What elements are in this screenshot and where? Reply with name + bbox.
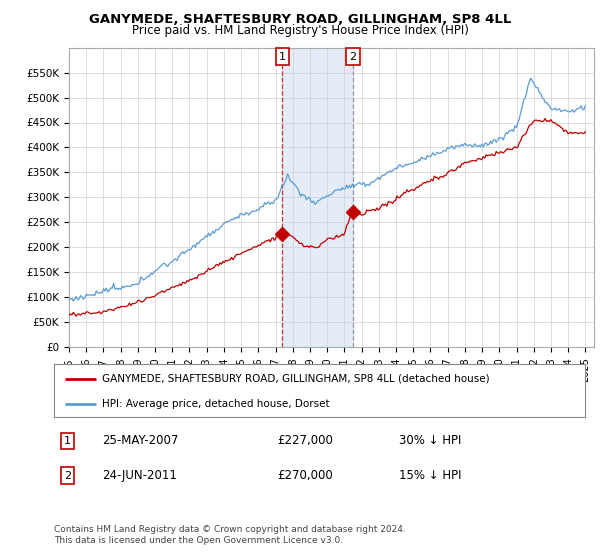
Text: 2: 2 xyxy=(349,52,356,62)
Text: £227,000: £227,000 xyxy=(277,434,333,447)
Text: £270,000: £270,000 xyxy=(277,469,333,482)
Bar xyxy=(283,48,353,347)
Text: Contains HM Land Registry data © Crown copyright and database right 2024.
This d: Contains HM Land Registry data © Crown c… xyxy=(54,525,406,545)
Text: Price paid vs. HM Land Registry's House Price Index (HPI): Price paid vs. HM Land Registry's House … xyxy=(131,24,469,37)
Text: 1: 1 xyxy=(64,436,71,446)
Text: GANYMEDE, SHAFTESBURY ROAD, GILLINGHAM, SP8 4LL: GANYMEDE, SHAFTESBURY ROAD, GILLINGHAM, … xyxy=(89,13,511,26)
Text: 24-JUN-2011: 24-JUN-2011 xyxy=(102,469,176,482)
Text: 30% ↓ HPI: 30% ↓ HPI xyxy=(399,434,461,447)
Text: 25-MAY-2007: 25-MAY-2007 xyxy=(102,434,178,447)
Text: 1: 1 xyxy=(279,52,286,62)
Text: HPI: Average price, detached house, Dorset: HPI: Average price, detached house, Dors… xyxy=(102,399,329,409)
Text: GANYMEDE, SHAFTESBURY ROAD, GILLINGHAM, SP8 4LL (detached house): GANYMEDE, SHAFTESBURY ROAD, GILLINGHAM, … xyxy=(102,374,490,384)
Text: 15% ↓ HPI: 15% ↓ HPI xyxy=(399,469,461,482)
Text: 2: 2 xyxy=(64,470,71,480)
